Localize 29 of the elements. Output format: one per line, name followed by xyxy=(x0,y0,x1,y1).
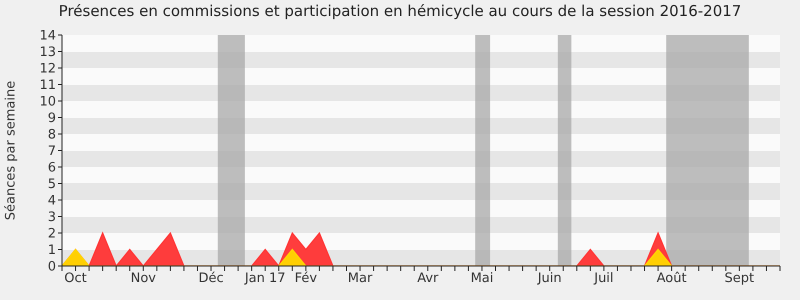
x-tick-label: Jan 17 xyxy=(244,271,286,286)
x-tick-label: Mai xyxy=(470,271,494,286)
y-tick-label: 0 xyxy=(48,260,56,275)
y-tick-label: 9 xyxy=(48,111,56,126)
y-tick-label: 5 xyxy=(48,177,56,192)
x-tick-label: Avr xyxy=(417,271,440,286)
x-tick-label: Fév xyxy=(294,271,318,286)
x-tick-label: Sept xyxy=(724,271,754,286)
y-tick-label: 2 xyxy=(48,226,56,242)
x-tick-label: Déc xyxy=(198,271,224,286)
y-tick-label: 13 xyxy=(39,45,56,60)
y-tick-label: 10 xyxy=(39,94,56,110)
y-tick-label: 8 xyxy=(48,128,56,143)
y-tick-label: 11 xyxy=(39,78,56,94)
x-tick-label: Nov xyxy=(130,271,156,286)
y-tick-label: 14 xyxy=(39,28,56,44)
x-tick-label: Juil xyxy=(593,271,614,286)
y-axis-title: Séances par semaine xyxy=(4,80,19,220)
y-tick-label: 12 xyxy=(39,62,56,77)
x-tick-label: Oct xyxy=(64,271,87,286)
chart-title: Présences en commissions et participation en hémicycle au cours de la session 2016-2017 xyxy=(58,2,742,20)
y-tick-label: 6 xyxy=(48,160,56,176)
y-tick-label: 7 xyxy=(48,144,56,160)
x-tick-label: Mar xyxy=(348,271,373,286)
x-tick-label: Juin xyxy=(536,271,562,286)
y-tick-label: 4 xyxy=(48,194,56,209)
x-tick-label: Août xyxy=(656,271,687,286)
y-tick-label: 3 xyxy=(48,210,56,226)
y-tick-label: 1 xyxy=(48,243,56,258)
